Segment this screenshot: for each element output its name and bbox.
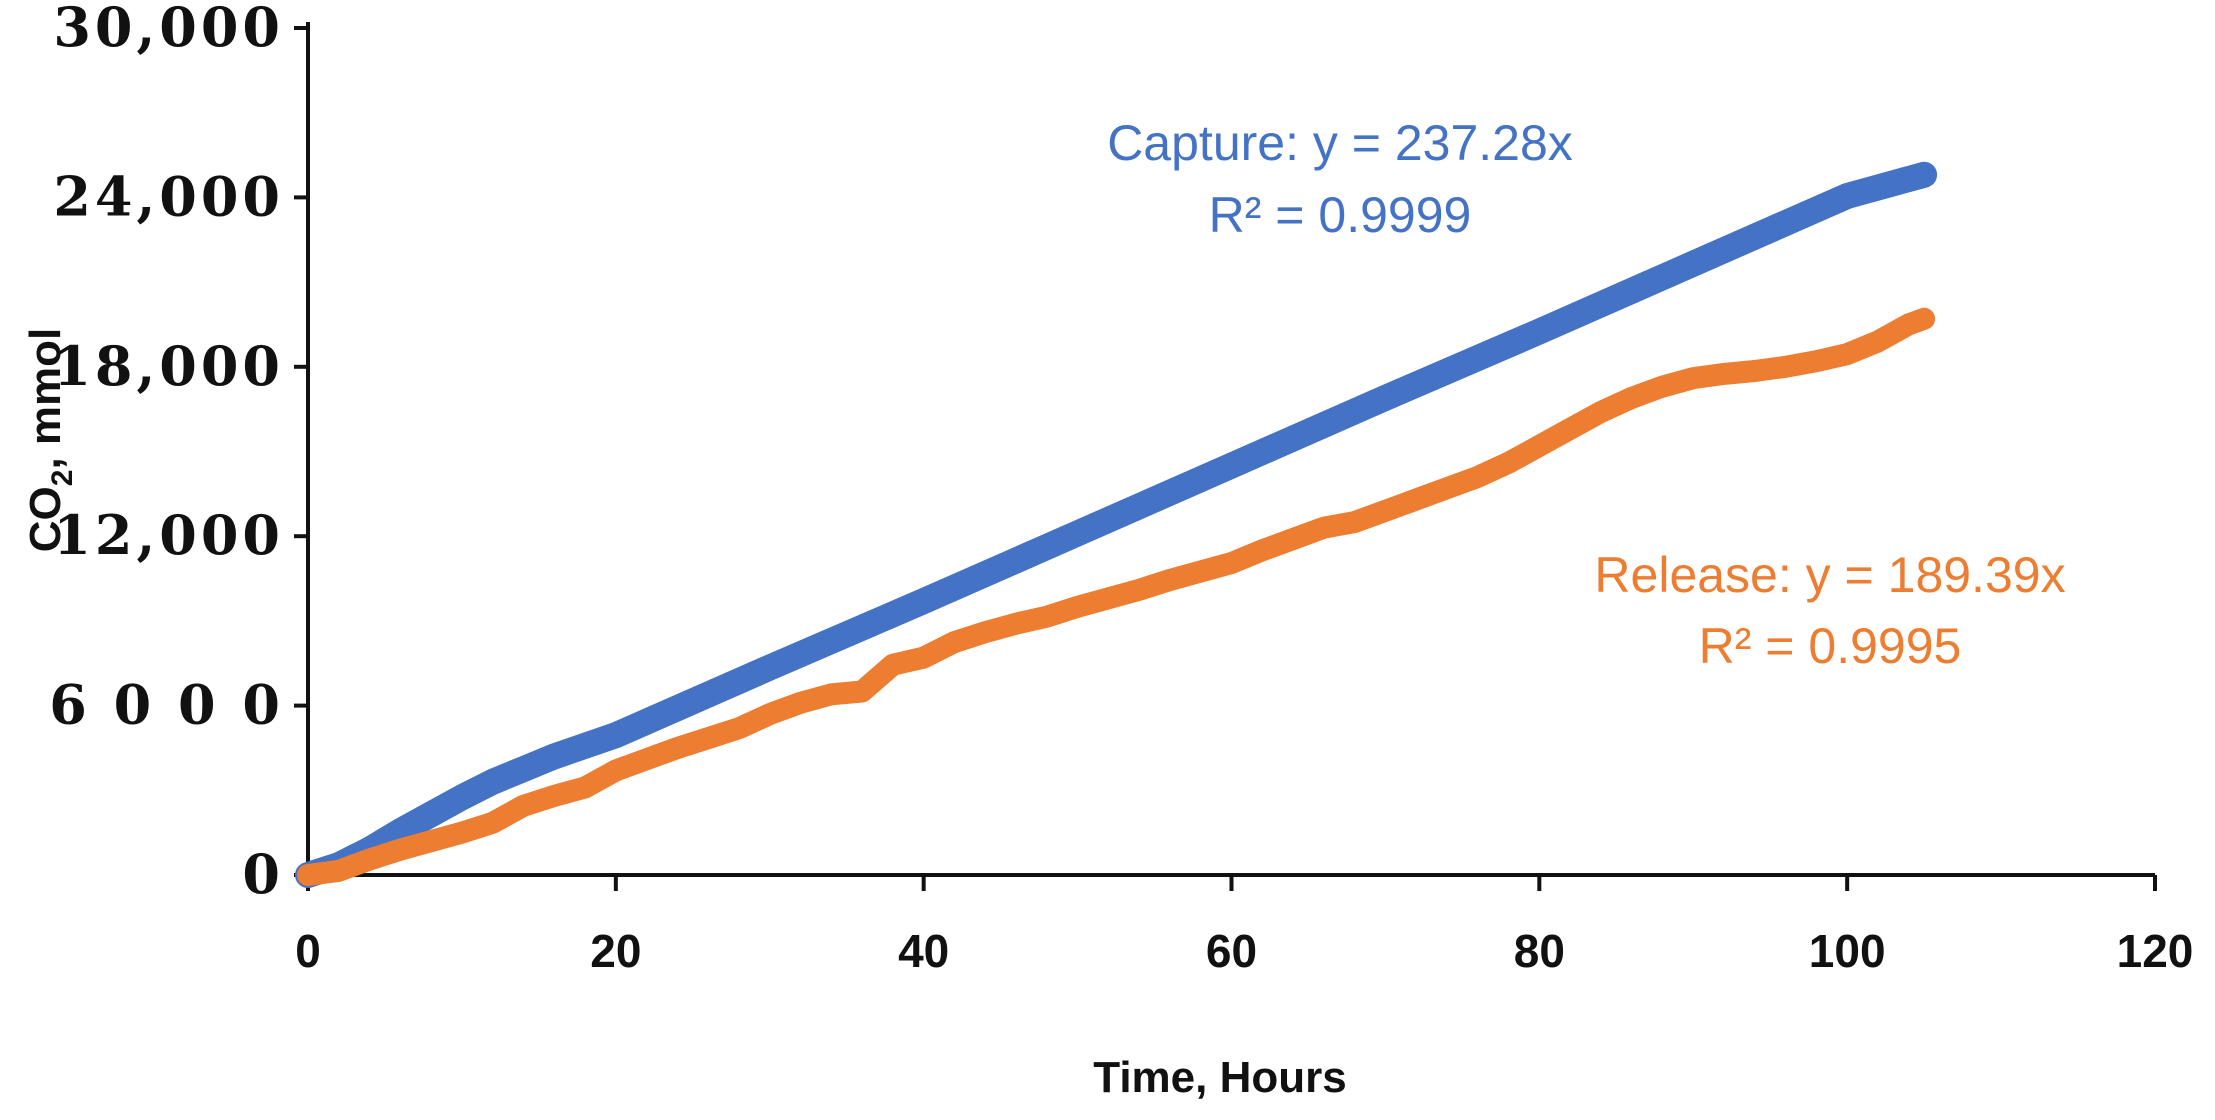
y-tick-label: 18,000 [53,334,284,398]
x-tick-label: 40 [898,925,949,977]
y-tick-label: 6 0 0 0 [49,673,284,737]
release-r2-annotation: R² = 0.9995 [1699,618,1962,674]
x-tick-label: 0 [295,925,321,977]
y-tick-label: 24,000 [53,164,284,228]
release-equation-annotation: Release: y = 189.39x [1594,547,2065,603]
x-tick-label: 80 [1514,925,1565,977]
series-layer [295,161,1938,888]
x-tick-label: 120 [2117,925,2194,977]
x-axis-label: Time, Hours [1093,1053,1346,1102]
capture-series-line [295,161,1938,888]
y-tick-label: 12,000 [53,503,284,567]
axes: 0 6 0 0 0 12,000 18,000 24,000 30,000 0 20 40 60 8… [49,0,2193,977]
y-tick-label: 0 [242,842,284,906]
x-tick-label: 20 [590,925,641,977]
y-tick-label: 30,000 [53,0,284,59]
release-series-line [297,307,1936,886]
y-axis-label: CO2, mmol [21,328,79,552]
capture-r2-annotation: R² = 0.9999 [1209,187,1472,243]
x-tick-label: 100 [1809,925,1886,977]
capture-equation-annotation: Capture: y = 237.28x [1107,115,1573,171]
x-tick-label: 60 [1206,925,1257,977]
